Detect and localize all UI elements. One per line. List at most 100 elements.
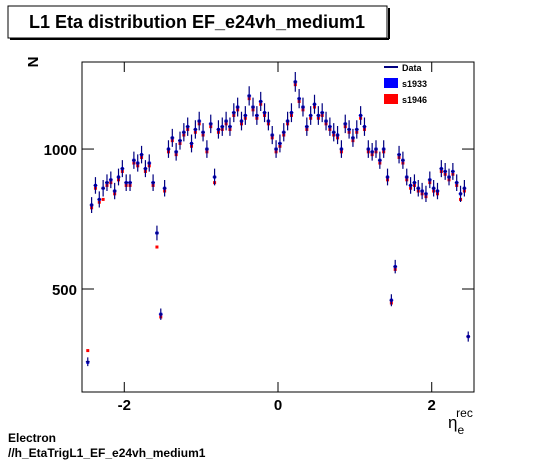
x-label-main: η [448,413,457,432]
data-point [247,86,252,106]
data-point [374,140,378,158]
data-point [370,143,375,161]
data-point [204,140,209,158]
data-point [351,128,355,147]
legend-swatch [384,78,398,88]
data-point [339,140,344,158]
data-point [158,308,163,320]
data-point [166,140,171,158]
data-point [93,177,98,194]
data-point [462,180,467,197]
marker [86,349,90,353]
data-point [454,174,459,191]
data-point [135,154,140,172]
data-point [366,140,371,158]
data-point [101,180,106,197]
data-point [116,168,121,186]
x-label-sup: rec [456,406,473,420]
data-point [416,180,421,197]
data-point [278,134,282,153]
data-point [193,120,198,139]
marker [101,197,105,201]
data-point [301,97,305,117]
x-label-sub: e [457,423,464,437]
data-point [243,106,248,125]
data-point [324,111,328,131]
data-point [408,177,413,194]
data-point [281,123,286,142]
data-point [228,117,232,136]
data-point [220,117,225,136]
data-point [131,151,136,169]
data-point [424,185,428,202]
data-point [343,114,348,134]
data-point [143,160,148,178]
data-point [381,140,386,158]
data-point [97,191,102,208]
data-point [197,111,202,131]
data-point [404,168,409,186]
data-point [289,103,294,123]
data-point [178,131,182,150]
data-point [224,111,229,131]
data-point [155,225,159,241]
data-point [293,72,298,92]
data-point [235,97,240,117]
data-point [412,174,417,191]
data-point [120,160,125,178]
annotation: Electron [8,431,56,445]
data-point [304,117,309,136]
data-point [389,294,394,307]
data-point [285,111,290,131]
title-box [7,5,388,39]
data-point [139,145,144,164]
legend-label: s1933 [402,79,427,89]
data-point [105,174,109,191]
data-point [420,182,425,200]
plot-frame [81,61,475,393]
y-tick-label: 500 [52,282,77,299]
data-point [327,117,332,136]
data-point [385,168,390,186]
data-point [274,140,278,158]
data-point [251,97,255,117]
legend-label: Data [402,63,423,73]
data-point [258,91,263,112]
data-point [400,151,405,169]
x-tick-label: 0 [274,397,282,414]
data-point [358,106,363,125]
data-point [212,168,217,186]
data-point [443,162,448,180]
data-point [208,114,213,134]
data-point [316,106,321,125]
data-point [170,128,175,147]
data-point [435,182,440,200]
marker [155,245,159,249]
data-point [124,174,129,191]
legend-label: s1946 [402,95,427,105]
data-point [431,180,436,197]
data-point [151,174,156,191]
data-point [266,111,271,131]
data-point [347,120,352,139]
data-point [270,125,275,145]
data-point [466,331,471,342]
data-point [239,111,244,131]
data-point [89,197,94,213]
y-axis-label: N [25,57,42,68]
data-point [427,171,432,189]
data-point [128,174,132,191]
y-tick-label: 1000 [44,142,77,159]
data-point [308,106,313,125]
data-point [335,125,340,145]
data-point [181,123,186,142]
data-point [377,151,382,169]
x-tick-label: 2 [428,397,436,414]
x-axis-label: ηe rec [448,406,473,437]
data-point [147,154,152,172]
data-point [331,123,336,142]
data-point [216,120,221,139]
data-point [262,103,267,123]
